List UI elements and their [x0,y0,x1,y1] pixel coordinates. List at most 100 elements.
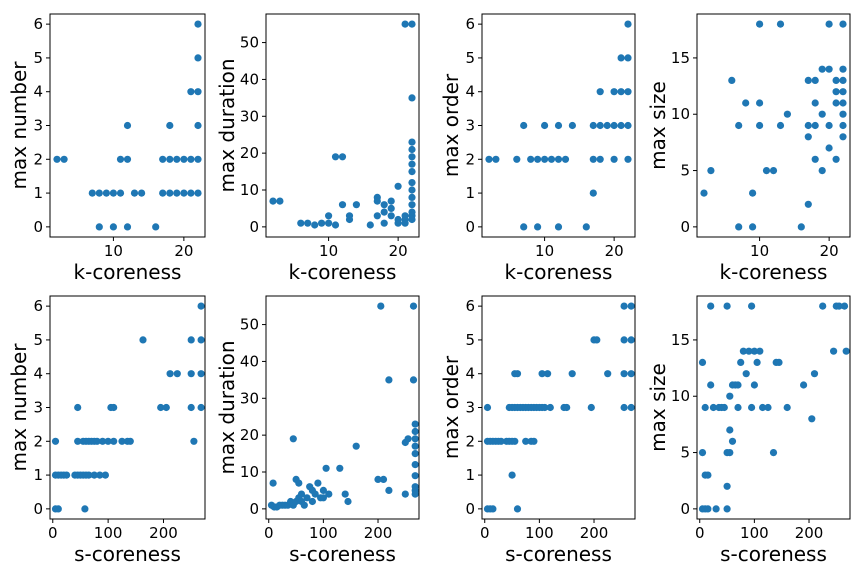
data-point [620,403,628,412]
data-point [748,403,756,412]
data-point [269,479,277,487]
data-point [54,505,62,513]
data-point [344,497,352,506]
data-point [704,505,712,513]
x-axis-label: k-coreness [74,260,182,284]
data-point [401,212,409,220]
data-point [492,155,500,163]
data-point [776,121,785,130]
data-point [554,121,563,130]
data-point [138,189,146,197]
data-point [101,471,109,479]
data-point [408,168,416,176]
subplot-2: 10 20 0 10 20 30 40 50 k-coreness max duration [215,13,420,284]
data-point [568,370,576,378]
data-point [387,197,395,205]
data-point [130,189,139,197]
data-point [832,99,840,107]
data-point [187,403,195,412]
data-point [411,450,419,458]
data-point [627,302,635,310]
data-point [541,121,549,130]
y-tick-label: 10 [671,105,690,123]
data-point [624,155,632,163]
data-point [783,403,791,412]
data-point [734,381,742,389]
y-tick-label: 1 [465,466,475,484]
data-point [159,155,167,163]
data-point [387,204,395,212]
data-point [825,144,833,152]
data-point [380,201,388,209]
plot-frame [696,295,851,520]
data-point [520,121,528,130]
data-point [563,403,571,412]
plot-frame [265,13,420,238]
data-point [74,437,82,445]
x-tick-label: 20 [820,242,839,260]
data-point [325,219,333,227]
data-point [411,461,419,469]
data-point [314,479,322,487]
data-point [53,155,61,163]
data-point [194,20,202,28]
data-point [587,403,595,412]
x-tick-label: 0 [695,524,705,542]
data-point [93,437,101,445]
data-point [709,403,718,412]
data-point [513,155,521,163]
data-point [749,223,757,231]
data-point [739,347,748,355]
data-point [527,155,535,163]
data-point [804,133,812,141]
data-point [408,160,416,168]
data-point [483,403,492,412]
x-axis-label: s-coreness [720,542,827,566]
data-point [839,20,847,28]
data-point [63,471,71,479]
data-point [593,336,601,344]
data-point [408,201,416,209]
data-point [187,336,195,344]
data-point [303,494,311,502]
data-point [698,449,707,457]
data-point [341,490,349,498]
data-point [194,88,202,96]
data-point [338,201,347,209]
data-point [411,472,419,480]
data-point [726,392,734,400]
data-point [589,121,597,130]
data-point [800,381,808,389]
data-point [126,437,134,445]
data-point [352,201,360,209]
data-point [804,200,812,208]
subplot-5: 0 100 200 0 1 2 3 4 5 6 s-coreness max number [7,295,206,566]
plot-frame [696,13,851,238]
y-tick-label: 0 [680,500,690,518]
data-point [723,302,731,310]
data-point [776,20,785,28]
data-point [810,370,819,378]
data-point [411,427,419,436]
y-tick-label: 3 [465,399,475,417]
x-tick-label: 0 [264,524,274,542]
data-point [825,121,833,130]
y-tick-label: 6 [465,297,475,315]
data-point [842,347,850,355]
data-point [604,370,612,378]
data-point [162,403,170,412]
y-tick-label: 2 [33,432,43,450]
y-tick-label: 5 [680,444,690,462]
data-point [804,121,812,130]
x-tick-label: 20 [389,242,408,260]
data-point [377,302,385,310]
x-tick-label: 100 [309,524,338,542]
y-axis-label: max order [439,355,463,459]
subplot-7: 0 100 200 0 1 2 3 4 5 6 s-coreness max order [439,295,636,566]
data-point [753,358,761,366]
y-tick-label: 10 [240,463,259,481]
data-point [546,403,554,412]
data-point [596,155,604,163]
data-point [276,197,284,205]
